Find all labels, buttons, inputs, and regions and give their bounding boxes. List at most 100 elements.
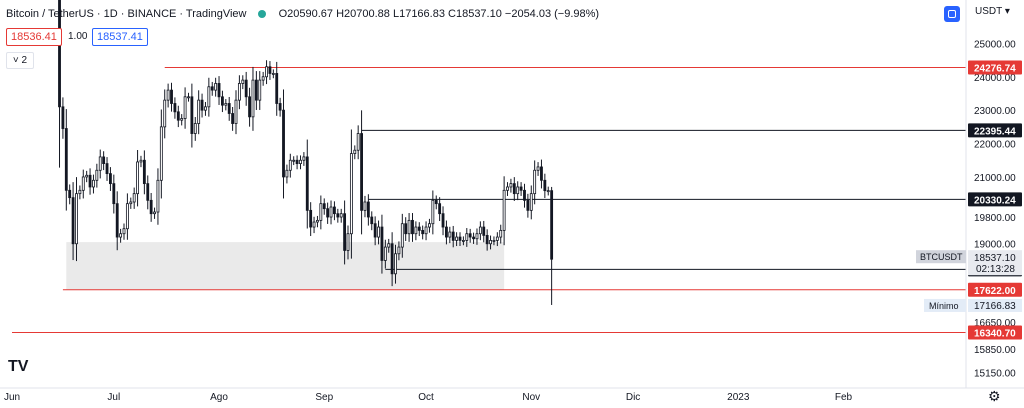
- candle-body: [455, 236, 459, 241]
- y-tick-label: 15850.00: [974, 345, 1016, 356]
- gear-icon[interactable]: ⚙: [988, 388, 1001, 404]
- candle: [407, 213, 411, 242]
- candle: [163, 89, 167, 139]
- candle: [139, 155, 143, 168]
- candle: [509, 178, 513, 193]
- candle-body: [316, 219, 319, 223]
- candle: [411, 213, 414, 242]
- candle: [506, 182, 509, 196]
- candle: [529, 185, 533, 220]
- candle-body: [109, 173, 112, 185]
- candle: [221, 90, 224, 113]
- candle-body: [533, 169, 537, 195]
- candle: [292, 156, 296, 166]
- candle-body: [445, 226, 448, 238]
- candle: [112, 174, 116, 214]
- candle-body: [309, 209, 313, 228]
- low-name-tag: [924, 298, 966, 312]
- candle-body: [254, 79, 258, 101]
- candle-body: [146, 183, 150, 201]
- candle-body: [383, 246, 387, 261]
- candle-body: [438, 203, 442, 215]
- currency-select[interactable]: USDT ▾: [975, 6, 1010, 17]
- level-price-label: 16340.70: [974, 329, 1016, 340]
- candle-body: [529, 193, 533, 211]
- candle-body: [112, 183, 116, 205]
- candle-body: [414, 226, 418, 235]
- candle: [339, 208, 343, 223]
- candle-body: [404, 223, 408, 235]
- candle: [210, 81, 214, 96]
- candle-body: [380, 226, 384, 261]
- candle: [166, 83, 170, 108]
- x-tick-label: 2023: [727, 392, 750, 403]
- candle-body: [526, 199, 530, 211]
- candle-body: [349, 153, 353, 235]
- candle: [288, 153, 292, 178]
- buy-button[interactable]: 18537.41: [92, 28, 148, 46]
- candle-body: [485, 234, 489, 245]
- candle-body: [448, 231, 452, 238]
- candle-body: [81, 176, 85, 191]
- candle: [58, 0, 61, 168]
- candle-body: [285, 169, 289, 178]
- candle: [397, 241, 401, 261]
- candle: [322, 198, 326, 215]
- candle-body: [390, 243, 394, 275]
- candle: [176, 105, 180, 128]
- support-zone: [66, 242, 505, 290]
- change-value: −2054.03 (−9.98%): [504, 8, 600, 20]
- candle: [75, 177, 78, 262]
- candle-body: [176, 111, 180, 121]
- candle: [482, 220, 486, 243]
- level-price-label: 22395.44: [974, 126, 1016, 137]
- candle-body: [258, 79, 262, 101]
- candle-body: [373, 223, 377, 238]
- candle: [248, 87, 251, 127]
- candle-body: [244, 79, 248, 98]
- candle: [207, 77, 211, 117]
- candle: [282, 89, 285, 199]
- candle: [458, 232, 462, 247]
- candle: [258, 71, 262, 110]
- candle: [173, 97, 177, 119]
- candle-body: [492, 240, 496, 242]
- candle-body: [224, 103, 228, 106]
- candle-body: [333, 206, 336, 215]
- level-price-label: 24276.74: [974, 64, 1016, 75]
- symbol-title[interactable]: Bitcoin / TetherUS · 1D · BINANCE · Trad…: [6, 8, 247, 20]
- candle-body: [336, 213, 340, 218]
- candle: [237, 75, 241, 110]
- sell-button[interactable]: 18536.41: [6, 28, 62, 46]
- candle-body: [326, 208, 330, 218]
- candle-body: [451, 231, 455, 241]
- candle-body: [489, 240, 492, 245]
- indicators-toggle[interactable]: ˅ 2: [6, 52, 34, 69]
- candle: [461, 236, 465, 246]
- candle-body: [411, 219, 414, 235]
- candle: [546, 186, 550, 196]
- candle-body: [132, 193, 136, 203]
- series-name-tag: [916, 250, 966, 264]
- candle-body: [248, 96, 251, 118]
- candle: [309, 202, 313, 237]
- candle: [149, 192, 153, 222]
- compare-icon[interactable]: [944, 6, 960, 22]
- candle: [187, 92, 190, 102]
- candle: [336, 208, 340, 223]
- candle-body: [397, 246, 401, 255]
- x-tick-label: Oct: [418, 392, 434, 403]
- candle: [400, 213, 404, 258]
- candle: [434, 195, 438, 210]
- candle-body: [139, 159, 143, 163]
- candle: [224, 99, 228, 111]
- candle-body: [288, 159, 292, 171]
- candle-body: [173, 103, 177, 113]
- candle-body: [343, 213, 347, 251]
- candle-body: [142, 159, 146, 185]
- candle-body: [475, 233, 479, 240]
- y-tick-label: 25000.00: [974, 39, 1016, 50]
- candle: [122, 223, 126, 240]
- candle: [251, 66, 255, 131]
